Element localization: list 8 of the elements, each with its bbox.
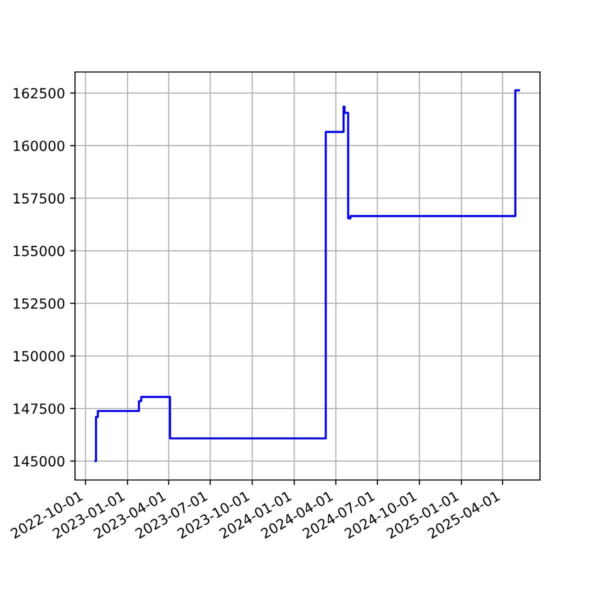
y-tick-label: 150000 bbox=[14, 350, 64, 362]
y-tick-label: 155000 bbox=[14, 246, 64, 256]
y-tick-label: 145000 bbox=[14, 456, 64, 467]
y-tick-label: 162500 bbox=[14, 88, 64, 99]
y-tick-label: 157500 bbox=[14, 193, 64, 204]
y-tick-label: 147500 bbox=[14, 403, 64, 414]
y-tick-label: 160000 bbox=[14, 140, 64, 152]
y-tick-label: 152500 bbox=[14, 298, 64, 309]
